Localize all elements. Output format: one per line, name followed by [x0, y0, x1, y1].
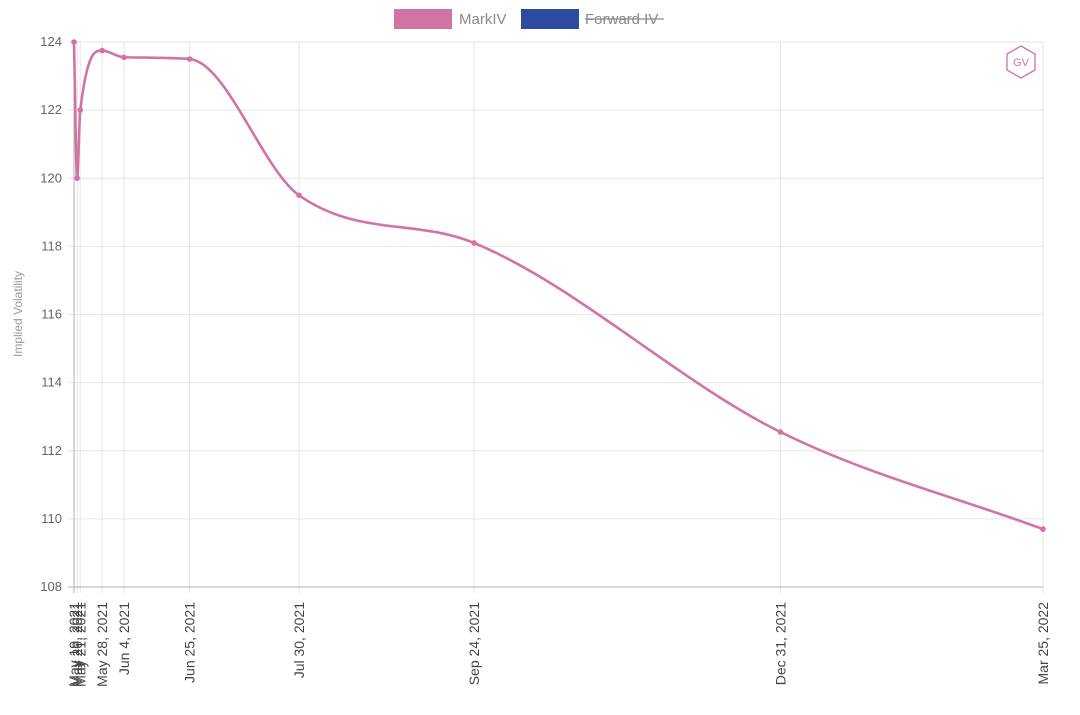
legend-label-markiv: MarkIV [459, 11, 507, 28]
chart-legend: MarkIV Forward IV [394, 9, 664, 29]
chart-axes [68, 42, 1043, 593]
data-point[interactable] [296, 192, 302, 199]
chart-grid [68, 41, 1044, 593]
y-axis-title: Implied Volatility [11, 271, 25, 357]
y-tick-label: 122 [40, 102, 62, 117]
y-tick-label: 112 [41, 443, 62, 458]
legend-swatch-markiv [394, 9, 452, 29]
gv-logo: GV [1006, 45, 1036, 79]
x-tick-label: Sep 24, 2021 [466, 602, 482, 686]
data-point[interactable] [121, 54, 127, 61]
data-point[interactable] [99, 47, 105, 54]
y-axis-ticks: 108 110 112 114 116 118 120 122 124 [40, 34, 62, 594]
data-point[interactable] [471, 240, 477, 246]
data-point[interactable] [74, 175, 80, 182]
data-point[interactable] [186, 56, 193, 62]
data-point[interactable] [1040, 526, 1046, 532]
x-tick-label: May 21, 2021 [72, 602, 88, 687]
y-tick-label: 124 [40, 34, 62, 49]
y-tick-label: 118 [41, 238, 62, 253]
x-tick-label: Jul 30, 2021 [291, 602, 307, 678]
series-line-markiv [72, 41, 1044, 531]
logo-hexagon [1006, 45, 1036, 79]
x-tick-label: Mar 25, 2022 [1035, 602, 1051, 685]
data-point[interactable] [77, 107, 84, 113]
y-tick-label: 108 [40, 579, 62, 594]
x-tick-label: Jun 25, 2021 [182, 602, 198, 683]
x-tick-label: Dec 31, 2021 [772, 602, 788, 685]
legend-item-markiv[interactable]: MarkIV [394, 9, 507, 29]
y-tick-label: 114 [41, 375, 62, 390]
legend-swatch-forward-iv [521, 9, 579, 29]
data-point[interactable] [71, 39, 77, 45]
x-tick-label: May 19, 2021 [66, 602, 82, 687]
series-layer [71, 39, 1046, 532]
x-tick-label: Jun 4, 2021 [116, 602, 132, 675]
y-tick-label: 110 [41, 511, 62, 526]
x-tick-label: May 20, 2021 [69, 602, 85, 687]
y-tick-label: 116 [41, 307, 62, 322]
data-point[interactable] [777, 429, 784, 435]
legend-item-forward-iv[interactable]: Forward IV [521, 9, 664, 29]
logo-text: GV [1013, 57, 1030, 69]
x-tick-label: May 28, 2021 [94, 602, 110, 687]
y-tick-label: 120 [40, 170, 62, 185]
